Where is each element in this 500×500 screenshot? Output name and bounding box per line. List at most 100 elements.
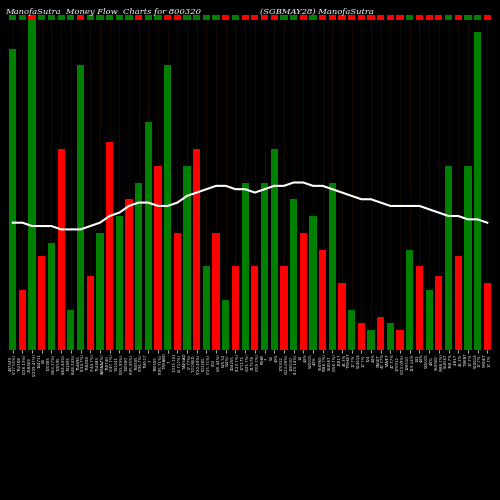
Bar [58,15,65,20]
Bar [96,15,103,20]
Bar [328,182,336,350]
Bar [38,256,46,350]
Bar [406,15,413,20]
Bar [348,15,356,20]
Bar [328,15,336,20]
Bar [67,15,74,20]
Bar [9,15,16,20]
Bar [19,15,26,20]
Bar [212,233,220,350]
Bar [164,15,172,20]
Bar [464,15,471,20]
Bar [396,15,404,20]
Bar [290,199,297,350]
Bar [135,182,142,350]
Bar [96,233,103,350]
Bar [67,310,74,350]
Bar [270,15,278,20]
Bar [445,166,452,350]
Bar [154,166,162,350]
Bar [86,15,94,20]
Bar [174,15,181,20]
Bar [435,276,442,350]
Bar [116,216,123,350]
Bar [28,15,35,350]
Bar [242,182,249,350]
Bar [261,182,268,350]
Bar [222,15,230,20]
Bar [319,250,326,350]
Bar [48,15,55,20]
Bar [484,15,491,20]
Bar [86,276,94,350]
Bar [251,15,258,20]
Bar [58,149,65,350]
Bar [290,15,297,20]
Bar [426,15,433,20]
Bar [48,243,55,350]
Bar [426,290,433,350]
Bar [251,266,258,350]
Bar [358,323,365,350]
Bar [464,166,471,350]
Bar [280,15,287,20]
Bar [126,199,132,350]
Bar [338,15,345,20]
Bar [174,233,181,350]
Bar [116,15,123,20]
Bar [435,15,442,20]
Bar [126,15,132,20]
Bar [377,15,384,20]
Text: (SGBMAY28) ManofaSutra: (SGBMAY28) ManofaSutra [260,8,374,16]
Bar [484,283,491,350]
Bar [193,15,200,20]
Bar [203,15,210,20]
Bar [261,15,268,20]
Bar [9,48,16,350]
Bar [203,266,210,350]
Bar [387,15,394,20]
Bar [377,316,384,350]
Bar [164,65,172,350]
Bar [280,266,287,350]
Bar [358,15,365,20]
Bar [144,122,152,350]
Bar [416,266,423,350]
Bar [300,233,307,350]
Bar [319,15,326,20]
Bar [106,142,113,350]
Bar [222,300,230,350]
Bar [387,323,394,350]
Bar [396,330,404,350]
Bar [338,283,345,350]
Bar [77,65,84,350]
Bar [28,15,35,20]
Bar [368,15,374,20]
Bar [144,15,152,20]
Bar [368,330,374,350]
Bar [270,149,278,350]
Bar [445,15,452,20]
Bar [77,15,84,20]
Bar [310,216,316,350]
Bar [232,15,239,20]
Bar [454,15,462,20]
Text: ManofaSutra  Money Flow  Charts for 800320: ManofaSutra Money Flow Charts for 800320 [5,8,201,16]
Bar [300,15,307,20]
Bar [154,15,162,20]
Bar [212,15,220,20]
Bar [406,250,413,350]
Bar [106,15,113,20]
Bar [184,15,190,20]
Bar [19,290,26,350]
Bar [38,15,46,20]
Bar [242,15,249,20]
Bar [416,15,423,20]
Bar [184,166,190,350]
Bar [454,256,462,350]
Bar [193,149,200,350]
Bar [474,32,481,350]
Bar [135,15,142,20]
Bar [310,15,316,20]
Bar [348,310,356,350]
